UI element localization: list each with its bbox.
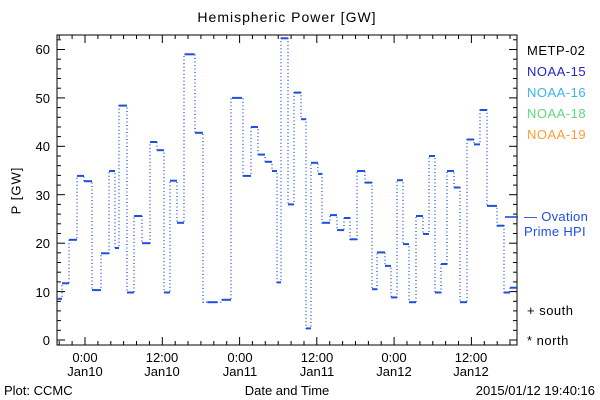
footer-plot-credit: Plot: CCMC	[4, 383, 73, 398]
y-tick-10: 10	[35, 285, 50, 300]
legend-ovation-line1: — Ovation	[524, 209, 589, 224]
y-tick-60: 60	[35, 42, 50, 57]
x-axis-label: Date and Time	[244, 383, 330, 398]
legend-ovation-prime-hpi: — Ovation Prime HPI	[524, 209, 588, 239]
legend-north-marker: * north	[527, 333, 569, 348]
legend-item-noaa-18: NOAA-18	[527, 106, 587, 121]
page-title: Hemispheric Power [GW]	[197, 9, 377, 25]
y-tick-50: 50	[35, 91, 50, 106]
y-tick-30: 30	[35, 188, 50, 203]
y-tick-20: 20	[35, 236, 50, 251]
legend-south-marker: + south	[527, 303, 574, 318]
legend-item-metp-02: METP-02	[527, 43, 586, 58]
y-tick-0: 0	[42, 333, 50, 348]
x-tick-000-jan11: 0:00 Jan11	[222, 350, 258, 379]
footer-timestamp: 2015/01/12 19:40:16	[475, 383, 595, 398]
x-tick-000-jan10: 0:00 Jan10	[67, 350, 103, 379]
x-tick-1200-jan11: 12:00 Jan11	[299, 350, 335, 379]
legend-item-noaa-19: NOAA-19	[527, 127, 587, 142]
legend-ovation-line2: Prime HPI	[524, 224, 586, 239]
y-tick-40: 40	[35, 139, 50, 154]
x-tick-000-jan12: 0:00 Jan12	[376, 350, 412, 379]
x-tick-1200-jan10: 12:00 Jan10	[144, 350, 180, 379]
legend-item-noaa-15: NOAA-15	[527, 64, 587, 79]
legend-item-noaa-16: NOAA-16	[527, 85, 587, 100]
x-tick-1200-jan12: 12:00 Jan12	[453, 350, 489, 379]
